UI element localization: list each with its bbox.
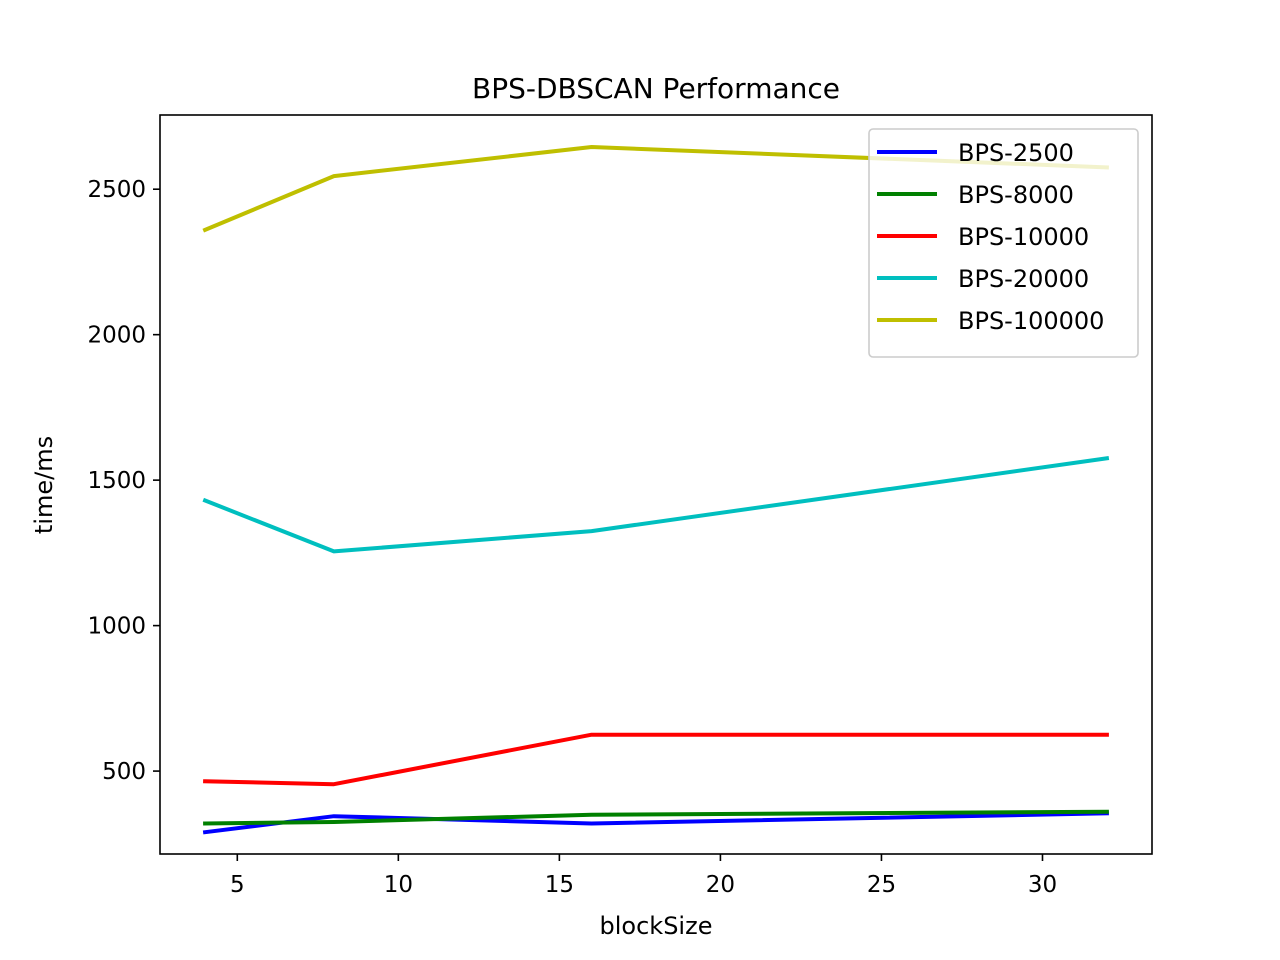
series-lines bbox=[202, 145, 1110, 835]
legend-label-bps-100000: BPS-100000 bbox=[958, 307, 1104, 335]
x-axis-label: blockSize bbox=[600, 912, 713, 940]
series-line-bps-10000 bbox=[203, 732, 1109, 787]
series-line-bps-20000 bbox=[202, 456, 1110, 554]
x-tick-label: 25 bbox=[867, 872, 896, 898]
y-tick-label: 2500 bbox=[87, 177, 146, 203]
legend-label-bps-10000: BPS-10000 bbox=[958, 223, 1089, 251]
x-tick-label: 30 bbox=[1028, 872, 1057, 898]
y-tick-label: 1500 bbox=[87, 468, 146, 494]
x-tick-label: 20 bbox=[706, 872, 735, 898]
y-tick-label: 1000 bbox=[87, 614, 146, 640]
series-line-bps-8000 bbox=[203, 809, 1109, 826]
x-tick-label: 5 bbox=[230, 872, 245, 898]
legend: BPS-2500 BPS-8000 BPS-10000 BPS-20000 BPS-10… bbox=[868, 128, 1139, 358]
x-tick-label: 15 bbox=[545, 872, 574, 898]
x-tick-label: 10 bbox=[384, 872, 413, 898]
chart-title: BPS-DBSCAN Performance bbox=[472, 72, 840, 105]
y-tick-label: 2000 bbox=[87, 323, 146, 349]
legend-label-bps-2500: BPS-2500 bbox=[958, 139, 1074, 167]
x-axis-ticks: 5 10 15 20 25 30 bbox=[230, 854, 1057, 898]
series-line-bps-100000 bbox=[202, 145, 1109, 233]
y-axis-ticks: 500 1000 1500 2000 2500 bbox=[87, 177, 160, 785]
legend-label-bps-20000: BPS-20000 bbox=[958, 265, 1089, 293]
legend-box bbox=[868, 128, 1139, 358]
y-axis-label: time/ms bbox=[30, 436, 58, 534]
plot-frame-border bbox=[159, 114, 1153, 855]
y-tick-label: 500 bbox=[102, 759, 146, 785]
legend-label-bps-8000: BPS-8000 bbox=[958, 181, 1074, 209]
